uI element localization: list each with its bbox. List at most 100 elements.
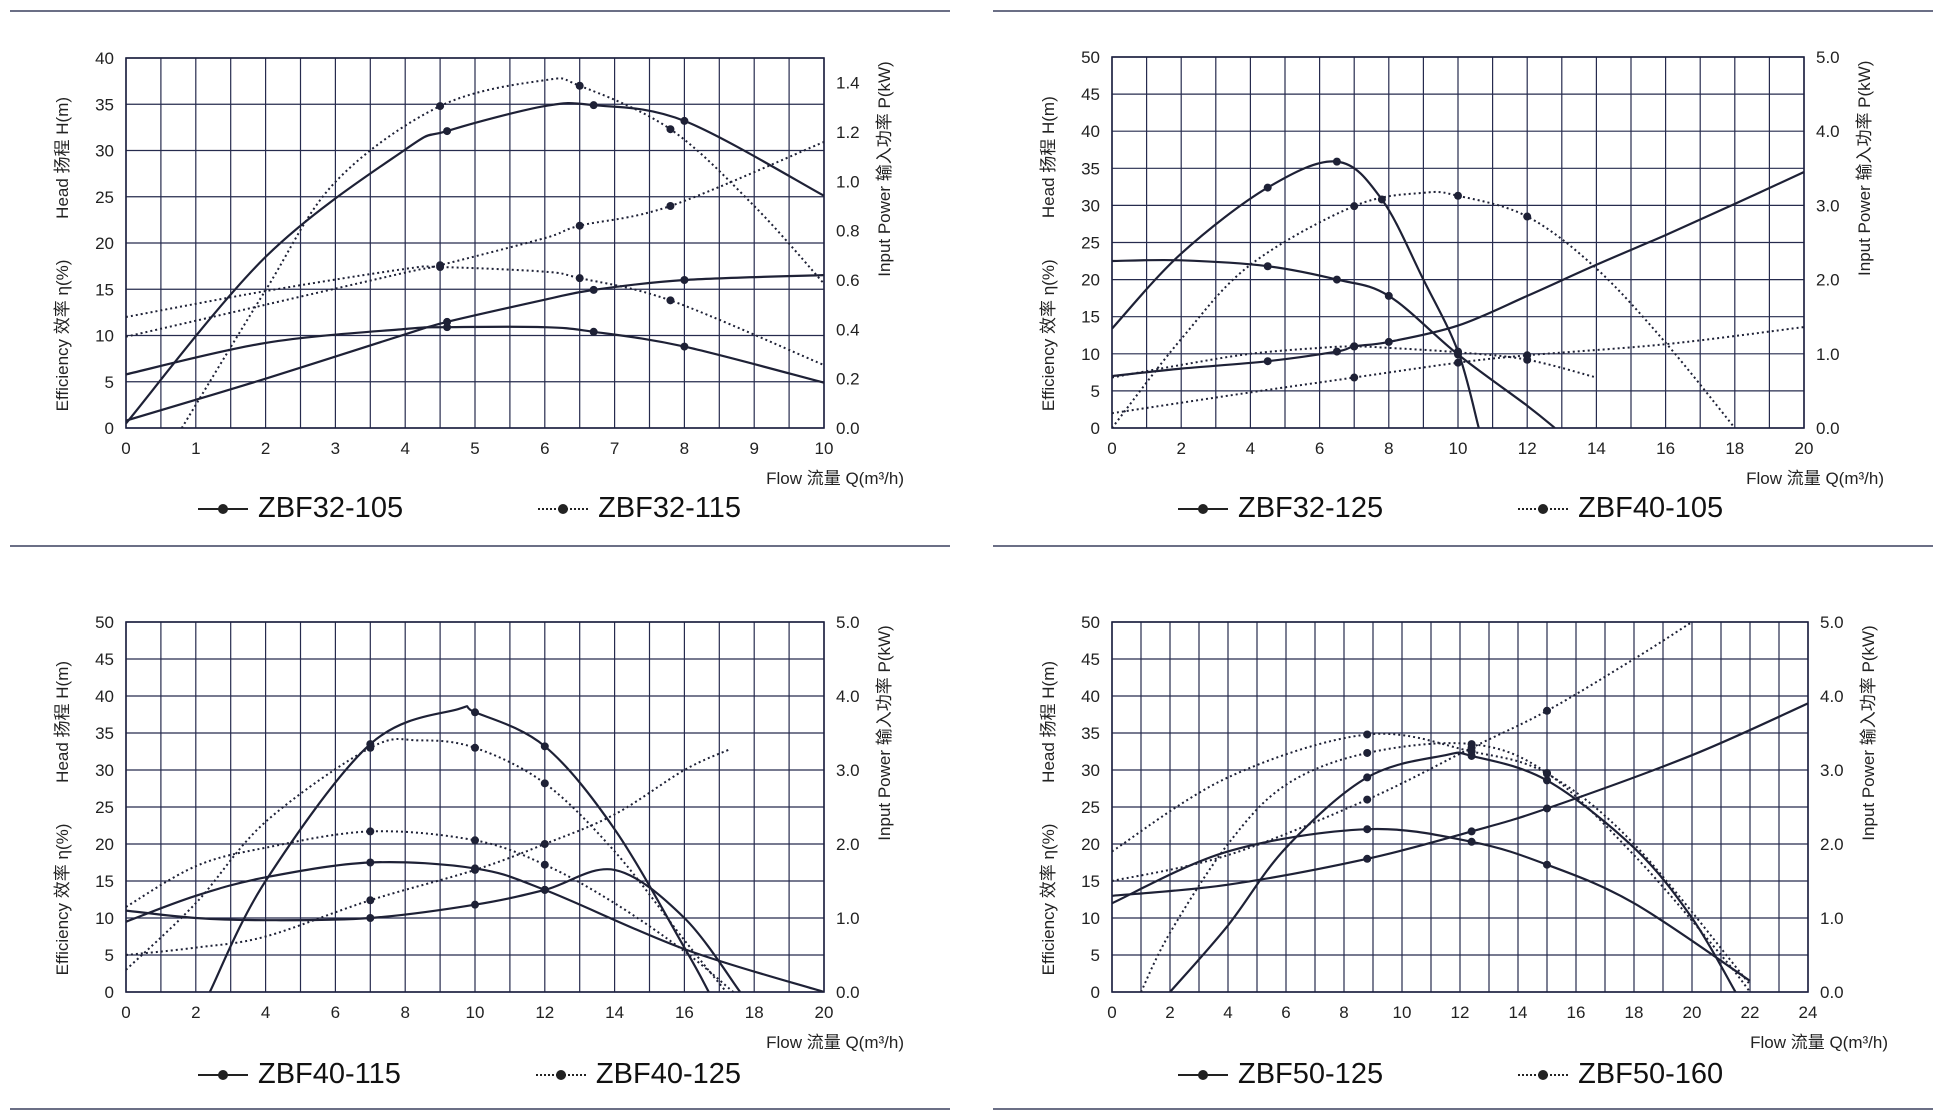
- x-tick-label: 5: [470, 439, 479, 458]
- y-tick-label: 5: [1091, 946, 1100, 965]
- x-tick-label: 18: [745, 1003, 764, 1022]
- grid: [125, 57, 825, 429]
- y2-tick-label: 0.2: [836, 370, 860, 389]
- divider-bottom-right: [993, 1108, 1933, 1110]
- divider-top-left: [10, 10, 950, 12]
- curve-point-marker: [366, 914, 375, 922]
- x-tick-label: 20: [815, 1003, 834, 1022]
- y2-tick-label: 1.2: [836, 123, 860, 142]
- curve-point-marker: [1332, 157, 1341, 166]
- curve-efficiency: [1112, 160, 1480, 428]
- y-axis-title-efficiency: Efficiency 效率 η(%): [1039, 824, 1058, 976]
- curve-point-marker: [1263, 183, 1272, 192]
- y2-tick-label: 0.4: [836, 320, 860, 339]
- x-tick-label: 0: [1107, 439, 1116, 458]
- series-power-dotted: [1112, 730, 1751, 986]
- y-tick-label: 0: [1091, 983, 1100, 1002]
- y2-tick-label: 3.0: [1820, 761, 1844, 780]
- series-power-dotted: [126, 140, 824, 338]
- curve-point-marker: [366, 827, 375, 836]
- curve-point-marker: [540, 742, 549, 751]
- divider-top-right: [993, 10, 1933, 12]
- curve-point-marker: [666, 202, 675, 210]
- y-tick-label: 50: [1081, 48, 1100, 67]
- plot-frame: [125, 621, 825, 993]
- curve-point-marker: [443, 317, 452, 326]
- legend-item: ZBF32-105: [198, 492, 403, 525]
- x-tick-label: 7: [610, 439, 619, 458]
- x-tick-label: 12: [1518, 439, 1537, 458]
- y-axis-title-efficiency: Efficiency 效率 η(%): [53, 260, 72, 412]
- x-tick-label: 2: [261, 439, 270, 458]
- y-tick-label: 40: [1081, 122, 1100, 141]
- x-tick-label: 20: [1683, 1003, 1702, 1022]
- y2-tick-label: 1.4: [836, 74, 860, 93]
- curve-point-marker: [1523, 212, 1532, 221]
- y2-tick-label: 0.0: [1820, 983, 1844, 1002]
- x-axis-title-flow: Flow 流量 Q(m³/h): [1746, 469, 1884, 488]
- x-axis-title-flow: Flow 流量 Q(m³/h): [766, 469, 904, 488]
- grid: [125, 621, 825, 993]
- y-tick-label: 15: [95, 280, 114, 299]
- x-tick-label: 4: [1246, 439, 1255, 458]
- y2-tick-label: 0.6: [836, 271, 860, 290]
- x-tick-label: 16: [1656, 439, 1675, 458]
- legend-label: ZBF40-115: [258, 1058, 401, 1090]
- y2-tick-label: 1.0: [1816, 345, 1840, 364]
- y-tick-label: 30: [1081, 761, 1100, 780]
- chart-svg: 0 2 4 6 8 10 12 14 16 18 20 0 5 10 15 20 25 30 35 40 45 50 0.0…: [1039, 48, 1884, 488]
- divider-bottom-left: [10, 1108, 950, 1110]
- y-tick-label: 0: [105, 983, 114, 1002]
- x-tick-label: 10: [466, 1003, 485, 1022]
- divider-middle-right: [993, 545, 1933, 547]
- x-tick-label: 0: [121, 439, 130, 458]
- curve-point-marker: [436, 261, 445, 270]
- curve-point-marker: [575, 221, 584, 230]
- y-tick-label: 45: [1081, 85, 1100, 104]
- curve-point-marker: [1332, 275, 1341, 284]
- curve-point-marker: [666, 296, 675, 305]
- series-efficiency-dotted: [126, 738, 728, 992]
- y2-tick-label: 2.0: [1816, 271, 1840, 290]
- y-tick-label: 5: [1091, 382, 1100, 401]
- y2-tick-label: 1.0: [1820, 909, 1844, 928]
- plot-frame: [1111, 56, 1805, 429]
- curve-point-marker: [1263, 262, 1272, 271]
- x-tick-label: 8: [1339, 1003, 1348, 1022]
- curve-point-marker: [1467, 747, 1476, 756]
- x-tick-label: 18: [1725, 439, 1744, 458]
- legend-item: ZBF40-105: [1518, 492, 1723, 525]
- y2-axis-title-power: Input Power 输入功率 P(kW): [875, 61, 894, 276]
- y2-tick-label: 4.0: [836, 687, 860, 706]
- curve-point-marker: [1350, 342, 1359, 351]
- curve-point-marker: [1263, 357, 1272, 366]
- plot-frame: [125, 57, 825, 429]
- series-efficiency-solid: [208, 705, 710, 992]
- curve-point-marker: [471, 865, 479, 874]
- y2-tick-label: 0.0: [836, 419, 860, 438]
- x-tick-label: 8: [1384, 439, 1393, 458]
- x-tick-label: 2: [1165, 1003, 1174, 1022]
- legend-item: ZBF32-125: [1178, 492, 1383, 525]
- curve-efficiency: [126, 738, 728, 992]
- y-tick-label: 15: [95, 872, 114, 891]
- curve-point-marker: [1543, 776, 1551, 785]
- y2-tick-label: 5.0: [1816, 48, 1840, 67]
- y2-tick-label: 4.0: [1820, 687, 1844, 706]
- y-tick-label: 20: [95, 234, 114, 253]
- curve-point-marker: [366, 858, 375, 867]
- x-tick-label: 14: [1509, 1003, 1528, 1022]
- y-tick-label: 30: [95, 142, 114, 161]
- curve-point-marker: [1363, 854, 1372, 863]
- curve-head: [126, 748, 731, 956]
- curve-point-marker: [666, 125, 675, 134]
- y2-tick-label: 0.8: [836, 222, 860, 241]
- y-tick-label: 25: [1081, 798, 1100, 817]
- x-tick-label: 16: [1567, 1003, 1586, 1022]
- y-tick-label: 35: [1081, 724, 1100, 743]
- y-axis-title-head: Head 扬程 H(m): [1039, 96, 1058, 218]
- curve-head: [1112, 258, 1556, 428]
- series-head-solid: [1112, 702, 1808, 897]
- chart-svg: 0 2 4 6 8 10 12 14 16 18 20 22 240510152025303540455…: [1039, 613, 1888, 1052]
- y-tick-label: 0: [105, 419, 114, 438]
